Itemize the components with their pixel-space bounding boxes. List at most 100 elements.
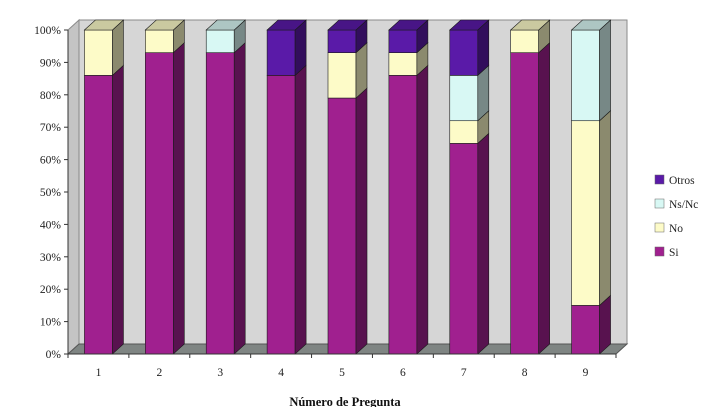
x-tick-label: 4 xyxy=(278,367,284,379)
bar-side-face xyxy=(599,19,611,122)
y-tick-label: 90% xyxy=(40,57,62,69)
legend-item-si: Si xyxy=(654,246,679,259)
bar-no-2 xyxy=(144,19,186,54)
y-tick-label: 10% xyxy=(40,317,62,329)
bar-front-face xyxy=(449,143,479,355)
y-tick-label: 0% xyxy=(46,349,62,361)
bar-si-9 xyxy=(571,294,611,355)
bar-otros-5 xyxy=(327,19,368,54)
bar-front-face xyxy=(449,29,479,76)
bar-front-face xyxy=(145,29,174,53)
bar-side-face xyxy=(173,42,185,355)
legend-item-ns-nc: Ns/Nc xyxy=(654,198,698,211)
bar-side-face xyxy=(416,64,429,355)
bar-front-face xyxy=(449,120,479,144)
bar-ns-nc-3 xyxy=(205,19,247,54)
bar-front-face xyxy=(84,75,113,355)
bar-ns-nc-7 xyxy=(449,64,490,122)
legend: Otros Ns/Nc No Si xyxy=(654,174,698,259)
bar-side-face xyxy=(355,87,368,355)
bar-si-2 xyxy=(145,42,185,355)
bar-side-face xyxy=(233,42,246,355)
bar-top-face xyxy=(388,19,429,31)
legend-label: Si xyxy=(669,247,679,259)
bar-stack-3 xyxy=(205,19,247,355)
bar-front-face xyxy=(510,29,539,53)
bar-no-1 xyxy=(83,19,125,77)
bar-front-face xyxy=(84,29,113,76)
bar-otros-7 xyxy=(448,19,490,77)
bar-stack-7 xyxy=(448,19,490,355)
bar-stack-6 xyxy=(388,19,429,355)
bar-front-face xyxy=(571,305,600,355)
legend-swatch xyxy=(654,246,665,257)
bar-si-7 xyxy=(449,132,490,355)
x-tick-label: 7 xyxy=(461,367,467,379)
bar-top-face xyxy=(83,19,125,31)
bar-front-face xyxy=(145,52,174,355)
y-axis: 0% 10% 20% 30% 40% 50% 60% 70% 80% 90% 100% xyxy=(34,25,69,361)
bar-otros-6 xyxy=(388,19,429,54)
bar-top-face xyxy=(570,19,612,31)
bar-front-face xyxy=(205,29,235,53)
bar-no-5 xyxy=(327,42,368,99)
bar-front-face xyxy=(388,29,418,53)
bar-top-face xyxy=(205,19,247,31)
legend-item-otros: Otros xyxy=(654,174,695,187)
x-tick-label: 5 xyxy=(339,367,345,379)
y-tick-label: 70% xyxy=(40,122,62,134)
bar-si-4 xyxy=(266,64,307,355)
x-tick-label: 9 xyxy=(583,367,589,379)
bar-front-face xyxy=(449,75,479,122)
x-tick-label: 2 xyxy=(156,367,162,379)
bar-top-face xyxy=(509,19,551,31)
bar-front-face xyxy=(327,97,357,355)
bar-stack-8 xyxy=(509,19,551,355)
x-axis-label: Número de Pregunta xyxy=(289,395,401,407)
y-tick-label: 40% xyxy=(40,219,62,231)
bar-top-face xyxy=(327,19,368,31)
bar-no-9 xyxy=(571,110,611,307)
legend-swatch xyxy=(654,198,665,209)
bar-side-face xyxy=(477,132,490,355)
bar-front-face xyxy=(571,29,600,122)
bar-side-face xyxy=(538,42,550,355)
bar-top-face xyxy=(448,19,490,31)
bar-front-face xyxy=(388,75,418,355)
bar-front-face xyxy=(388,52,418,76)
y-tick-label: 50% xyxy=(40,187,62,199)
bar-front-face xyxy=(327,52,357,99)
bar-si-6 xyxy=(388,64,429,355)
bar-no-7 xyxy=(449,110,490,145)
bar-side-face xyxy=(599,110,611,307)
y-tick-label: 80% xyxy=(40,90,62,102)
x-axis: 1 2 3 4 5 6 7 8 9 xyxy=(67,353,617,379)
x-tick-label: 3 xyxy=(217,367,223,379)
x-tick-label: 1 xyxy=(96,367,102,379)
legend-label: Ns/Nc xyxy=(669,199,698,211)
bar-stack-9 xyxy=(570,19,612,355)
bar-si-8 xyxy=(510,42,550,355)
bar-si-1 xyxy=(84,64,124,355)
bar-ns-nc-9 xyxy=(570,19,612,122)
legend-item-no: No xyxy=(654,222,683,235)
bar-top-face xyxy=(144,19,186,31)
bar-stack-5 xyxy=(327,19,368,355)
legend-label: Otros xyxy=(669,175,695,187)
bar-top-face xyxy=(266,19,307,31)
bar-front-face xyxy=(266,29,296,76)
y-tick-label: 100% xyxy=(34,25,61,37)
bar-no-8 xyxy=(509,19,551,54)
bar-stack-1 xyxy=(83,19,125,355)
bar-otros-4 xyxy=(266,19,307,77)
bar-front-face xyxy=(205,52,235,355)
y-tick-label: 60% xyxy=(40,155,62,167)
bar-front-face xyxy=(327,29,357,53)
x-tick-label: 6 xyxy=(400,367,406,379)
legend-label: No xyxy=(669,223,683,235)
bars-group xyxy=(83,19,612,355)
bar-front-face xyxy=(571,120,600,306)
bar-side-face xyxy=(112,64,124,355)
bar-front-face xyxy=(510,52,539,355)
bar-front-face xyxy=(266,75,296,355)
